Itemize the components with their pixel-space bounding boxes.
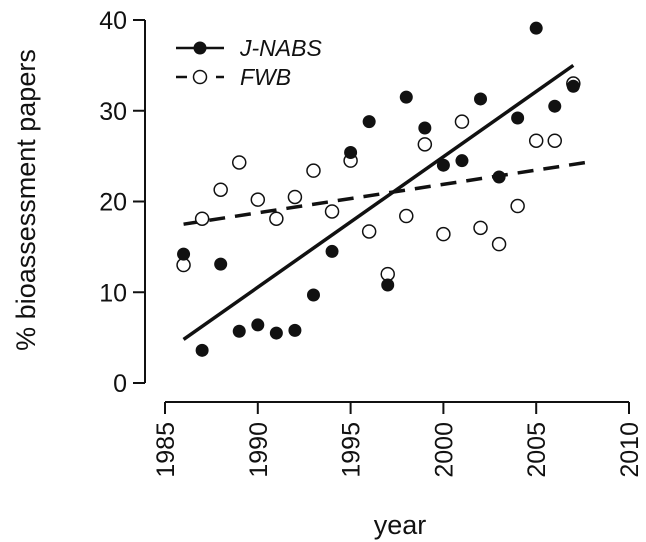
y-tick-label: 20	[99, 189, 127, 217]
point-fwb	[361, 224, 377, 239]
x-tick-label: 2010	[616, 422, 644, 478]
legend-marker-fwb	[192, 69, 208, 85]
point-jnabs	[214, 257, 228, 271]
point-fwb	[250, 192, 266, 207]
trend-line-fwb	[183, 159, 593, 226]
point-jnabs	[529, 21, 543, 35]
point-jnabs	[418, 121, 432, 135]
y-axis-title: % bioassessment papers	[11, 49, 41, 351]
point-fwb	[417, 137, 433, 152]
point-jnabs	[195, 343, 209, 357]
point-jnabs	[344, 145, 358, 159]
y-tick-label: 10	[99, 279, 127, 307]
x-tick-label: 1990	[245, 422, 273, 478]
trend-line-jnabs	[182, 63, 575, 341]
legend: J-NABS FWB	[176, 35, 322, 90]
point-fwb	[194, 211, 210, 226]
point-jnabs	[399, 90, 413, 104]
point-fwb	[491, 236, 507, 252]
point-fwb	[510, 198, 525, 214]
x-tick-label: 1985	[152, 422, 180, 478]
legend-label-jnabs: J-NABS	[239, 35, 322, 61]
point-jnabs	[381, 278, 395, 292]
point-fwb	[324, 204, 340, 219]
point-jnabs	[474, 92, 488, 106]
point-jnabs	[455, 154, 469, 168]
point-fwb	[287, 189, 303, 205]
point-jnabs	[492, 170, 506, 184]
point-jnabs	[288, 323, 302, 337]
y-tick-label: 40	[99, 7, 127, 35]
point-jnabs	[325, 244, 339, 258]
point-fwb	[399, 208, 414, 224]
point-fwb	[528, 133, 544, 148]
point-jnabs	[548, 99, 562, 113]
y-tick-label: 0	[113, 370, 127, 398]
point-jnabs	[251, 318, 265, 332]
point-fwb	[473, 220, 488, 236]
point-jnabs	[269, 326, 283, 340]
point-fwb	[547, 133, 563, 148]
point-jnabs	[566, 79, 580, 93]
point-jnabs	[306, 288, 320, 302]
x-tick-label: 2000	[430, 422, 458, 478]
legend-marker-jnabs	[193, 41, 207, 55]
data-points	[176, 21, 581, 357]
x-tick-label: 1995	[338, 422, 366, 478]
point-fwb	[306, 163, 321, 178]
point-jnabs	[177, 247, 191, 261]
point-fwb	[213, 182, 228, 197]
point-jnabs	[436, 158, 450, 172]
point-jnabs	[232, 324, 246, 338]
point-jnabs	[511, 111, 525, 125]
x-axis-title: year	[374, 510, 427, 540]
ticks: 0 10 20 30 40 1985 1990 1995 2000 2005 2010	[99, 7, 644, 478]
x-tick-label: 2005	[523, 422, 551, 478]
point-fwb	[231, 155, 247, 170]
point-jnabs	[362, 115, 376, 129]
point-fwb	[454, 114, 470, 129]
point-fwb	[269, 211, 284, 226]
legend-label-fwb: FWB	[240, 64, 291, 90]
y-tick-label: 30	[99, 98, 127, 126]
trend-lines	[182, 63, 593, 341]
point-fwb	[436, 226, 451, 242]
